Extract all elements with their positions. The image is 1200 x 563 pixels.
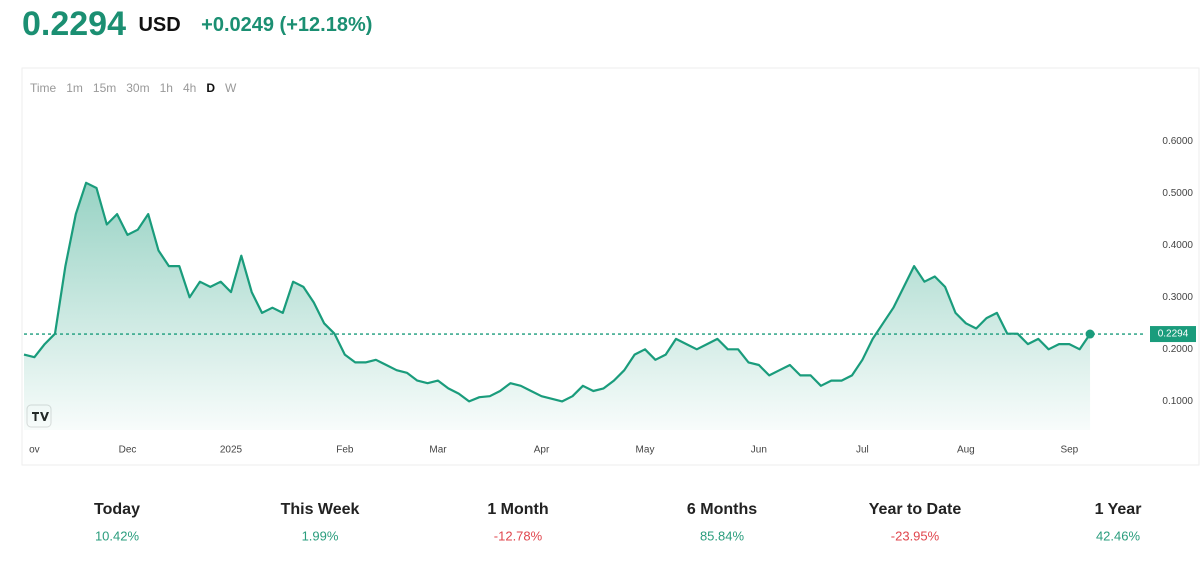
timeframe-button[interactable]: W bbox=[225, 81, 237, 95]
performance-value: 85.84% bbox=[700, 528, 745, 543]
timeframe-button[interactable]: 1m bbox=[66, 81, 83, 95]
x-tick-label: Aug bbox=[957, 445, 975, 456]
last-price-label: 0.2294 bbox=[1158, 329, 1189, 340]
x-tick-label: 2025 bbox=[220, 445, 243, 456]
price-line bbox=[23, 181, 1091, 403]
x-tick-label: Jun bbox=[751, 445, 767, 456]
timeframe-button[interactable]: D bbox=[206, 81, 215, 95]
y-tick-label: 0.3000 bbox=[1162, 292, 1193, 303]
x-tick-label: Sep bbox=[1060, 445, 1078, 456]
price: 0.2294 bbox=[22, 5, 126, 43]
performance-value: -12.78% bbox=[494, 528, 543, 543]
price-header: 0.2294 USD +0.0249 (+12.18%) bbox=[22, 5, 372, 43]
timeframe-button[interactable]: 15m bbox=[93, 81, 116, 95]
performance-label: Today bbox=[94, 501, 140, 518]
performance-label: 1 Year bbox=[1095, 501, 1142, 518]
performance-value: 42.46% bbox=[1096, 528, 1141, 543]
y-tick-label: 0.1000 bbox=[1162, 396, 1193, 407]
timeframe-button[interactable]: 4h bbox=[183, 81, 196, 95]
x-tick-label: Jul bbox=[856, 445, 869, 456]
performance-label: This Week bbox=[281, 501, 360, 518]
x-tick-label: ov bbox=[29, 445, 40, 456]
area-fill bbox=[24, 182, 1091, 430]
performance-label: 1 Month bbox=[487, 501, 548, 518]
y-tick-label: 0.2000 bbox=[1162, 344, 1193, 355]
currency: USD bbox=[138, 14, 180, 36]
y-tick-label: 0.5000 bbox=[1162, 188, 1193, 199]
last-price-dot bbox=[1085, 329, 1095, 339]
performance-value: 1.99% bbox=[302, 528, 339, 543]
performance-label: 6 Months bbox=[687, 501, 757, 518]
timeframe-button[interactable]: Time bbox=[30, 81, 57, 95]
performance-value: 10.42% bbox=[95, 528, 140, 543]
chart-frame bbox=[21, 67, 1200, 466]
y-tick-label: 0.4000 bbox=[1162, 240, 1193, 251]
performance-value: -23.95% bbox=[891, 528, 940, 543]
x-tick-label: Dec bbox=[119, 445, 137, 456]
last-price-badge bbox=[1150, 326, 1196, 343]
y-tick-label: 0.6000 bbox=[1162, 136, 1193, 147]
performance-label: Year to Date bbox=[869, 501, 962, 518]
x-tick-label: Mar bbox=[429, 445, 447, 456]
timeframe-button[interactable]: 30m bbox=[126, 81, 149, 95]
x-tick-label: Apr bbox=[534, 445, 550, 456]
price-change: +0.0249 (+12.18%) bbox=[201, 14, 372, 36]
x-tick-label: May bbox=[636, 445, 655, 456]
timeframe-button[interactable]: 1h bbox=[160, 81, 173, 95]
x-tick-label: Feb bbox=[336, 445, 354, 456]
